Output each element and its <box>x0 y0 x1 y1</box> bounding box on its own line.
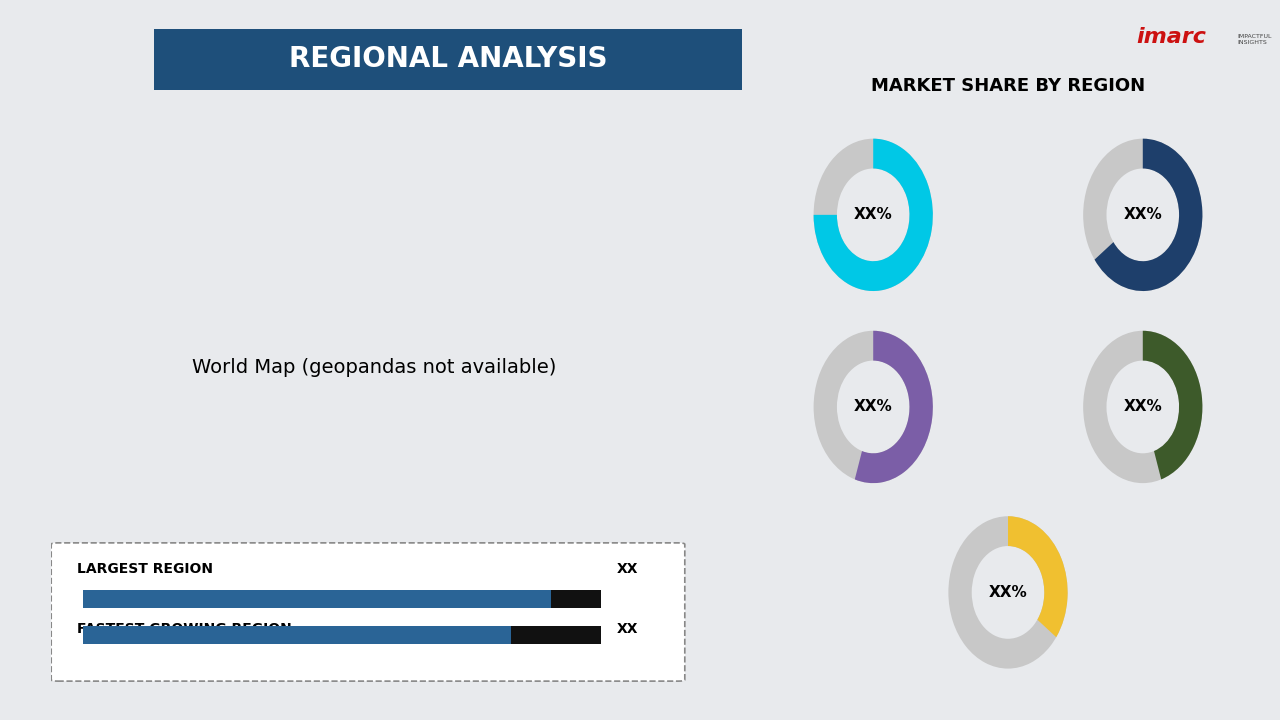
Wedge shape <box>1083 330 1202 483</box>
Text: XX%: XX% <box>854 400 892 415</box>
Wedge shape <box>948 516 1068 669</box>
Text: XX: XX <box>617 562 637 576</box>
Wedge shape <box>814 139 933 291</box>
Text: World Map (geopandas not available): World Map (geopandas not available) <box>192 358 557 377</box>
Wedge shape <box>814 330 933 483</box>
Text: XX%: XX% <box>1124 400 1162 415</box>
Bar <box>83 626 511 644</box>
Text: IMPACTFUL
INSIGHTS: IMPACTFUL INSIGHTS <box>1238 34 1272 45</box>
Bar <box>511 626 602 644</box>
Bar <box>550 590 602 608</box>
Text: XX%: XX% <box>854 207 892 222</box>
Text: imarc: imarc <box>1137 27 1207 47</box>
Text: XX%: XX% <box>1124 207 1162 222</box>
Wedge shape <box>1094 139 1202 291</box>
Wedge shape <box>1083 139 1202 291</box>
Text: FASTEST GROWING REGION: FASTEST GROWING REGION <box>77 622 292 636</box>
Wedge shape <box>1143 330 1202 480</box>
Wedge shape <box>1009 516 1068 637</box>
Text: XX: XX <box>617 622 637 636</box>
Text: REGIONAL ANALYSIS: REGIONAL ANALYSIS <box>289 45 607 73</box>
Text: LARGEST REGION: LARGEST REGION <box>77 562 212 576</box>
FancyBboxPatch shape <box>51 543 685 681</box>
Text: XX%: XX% <box>988 585 1028 600</box>
Wedge shape <box>855 330 933 483</box>
Text: MARKET SHARE BY REGION: MARKET SHARE BY REGION <box>870 76 1146 94</box>
Wedge shape <box>814 139 933 291</box>
Bar <box>83 590 550 608</box>
